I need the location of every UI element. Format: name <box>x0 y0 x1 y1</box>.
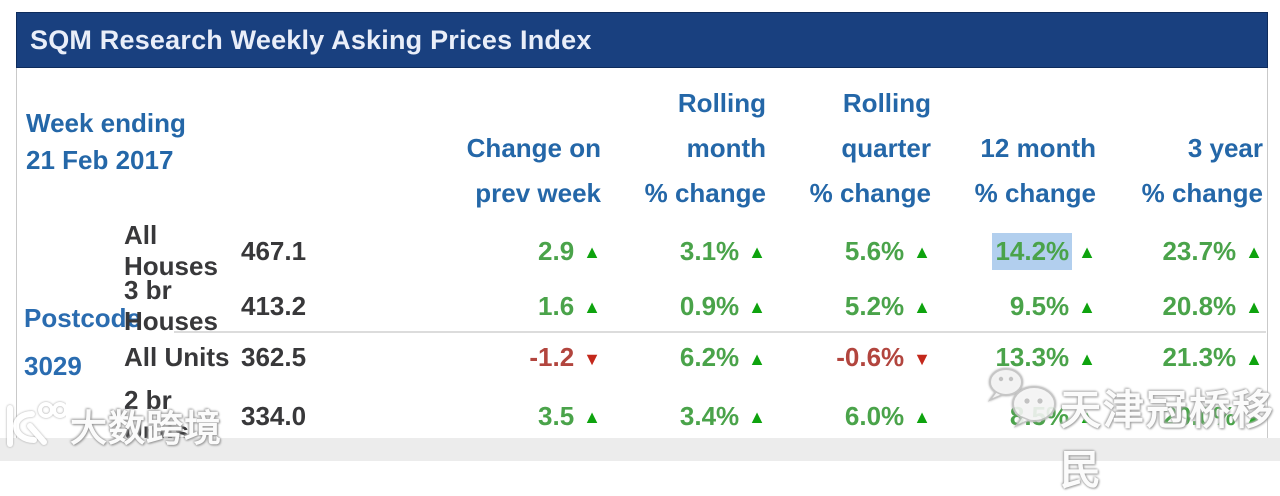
rolling-quarter-cell: 5.6% ▲ <box>766 236 931 267</box>
cell-value: 23.7% <box>1162 235 1237 266</box>
rolling-month-cell: 0.9% ▲ <box>601 291 766 322</box>
rolling-month-cell: 3.4% ▲ <box>601 401 766 432</box>
week-ending-heading: Week ending 21 Feb 2017 <box>26 105 186 179</box>
twelve-month-cell: 14.2% ▲ <box>931 235 1096 267</box>
table-left-border <box>16 68 17 439</box>
trend-arrow-icon: ▲ <box>583 297 601 317</box>
title-bar: SQM Research Weekly Asking Prices Index <box>16 12 1268 68</box>
watermark-text: 大数跨境 <box>70 408 222 449</box>
row-label: 3 br Houses <box>124 275 218 336</box>
table-row: All Houses 467.1 2.9 ▲ 3.1% ▲ 5.6% ▲ 14.2% ▲… <box>17 220 1268 281</box>
cell-value: 5.2% <box>844 290 905 321</box>
trend-arrow-icon: ▲ <box>748 297 766 317</box>
table-row: All Units 362.5 -1.2 ▼ 6.2% ▲ -0.6% ▼ 13.3%… <box>17 330 1268 385</box>
trend-arrow-icon: ▼ <box>583 348 601 369</box>
watermark-left: 大数跨境 <box>2 398 222 452</box>
cell-value: 6.2% <box>679 342 740 372</box>
trend-arrow-icon: ▲ <box>1078 297 1096 317</box>
highlighted-cell-value: 14.2% <box>995 235 1070 267</box>
cell-value: 2.9 <box>538 235 575 266</box>
prev-week-cell: 1.6 ▲ <box>331 291 601 322</box>
three-year-cell: 23.7% ▲ <box>1096 236 1263 267</box>
cell-value: 3.4% <box>679 400 740 431</box>
trend-arrow-icon: ▲ <box>1078 242 1096 262</box>
trend-arrow-icon: ▲ <box>1245 297 1263 317</box>
report-table: SQM Research Weekly Asking Prices Index … <box>16 12 1268 446</box>
cell-value: 1.6 <box>538 290 575 321</box>
rolling-quarter-cell: -0.6% ▼ <box>766 342 931 373</box>
dashu-kuajing-logo-icon <box>2 400 66 450</box>
cell-value: 5.6% <box>844 235 905 266</box>
three-year-cell: 20.0% ▲ <box>1096 401 1263 432</box>
week-ending-label: Week ending <box>26 108 186 138</box>
trend-arrow-icon: ▲ <box>583 407 601 427</box>
table-header-row: Change on prev week Rolling month % chan… <box>17 68 1268 220</box>
index-value: 467.1 <box>241 235 307 266</box>
column-header-12-month: 12 month % change <box>974 133 1096 208</box>
trend-arrow-icon: ▲ <box>1078 348 1096 369</box>
twelve-month-cell: 9.5% ▲ <box>931 291 1096 322</box>
cell-value: 13.3% <box>995 342 1070 372</box>
cell-value: 3.5 <box>538 400 575 431</box>
page-title: SQM Research Weekly Asking Prices Index <box>30 24 592 55</box>
three-year-cell: 20.8% ▲ <box>1096 291 1263 322</box>
trend-arrow-icon: ▲ <box>583 242 601 262</box>
houses-units-divider <box>174 331 1266 333</box>
column-header-3-year: 3 year % change <box>1141 133 1263 208</box>
table-right-border <box>1267 68 1268 439</box>
trend-arrow-icon: ▲ <box>1245 348 1263 369</box>
trend-arrow-icon: ▲ <box>1245 407 1263 427</box>
prev-week-cell: 3.5 ▲ <box>331 401 601 432</box>
rolling-quarter-cell: 6.0% ▲ <box>766 401 931 432</box>
trend-arrow-icon: ▲ <box>748 348 766 369</box>
trend-arrow-icon: ▼ <box>913 348 931 369</box>
page-bottom-strip <box>0 438 1280 461</box>
column-header-rolling-quarter: Rolling quarter % change <box>809 88 931 208</box>
prev-week-cell: 2.9 ▲ <box>331 236 601 267</box>
trend-arrow-icon: ▲ <box>913 407 931 427</box>
trend-arrow-icon: ▲ <box>1078 407 1096 427</box>
index-value: 362.5 <box>241 342 307 372</box>
cell-value: -1.2 <box>529 342 575 372</box>
cell-value: 3.1% <box>679 235 740 266</box>
cell-value: 0.9% <box>679 290 740 321</box>
table-body: All Houses 467.1 2.9 ▲ 3.1% ▲ 5.6% ▲ 14.2% ▲… <box>17 220 1268 446</box>
three-year-cell: 21.3% ▲ <box>1096 342 1263 373</box>
trend-arrow-icon: ▲ <box>748 242 766 262</box>
prev-week-cell: -1.2 ▼ <box>331 342 601 373</box>
twelve-month-cell: 13.3% ▲ <box>931 342 1096 373</box>
trend-arrow-icon: ▲ <box>1245 242 1263 262</box>
cell-value: 9.5% <box>1009 290 1070 321</box>
wechat-icon <box>982 364 1068 434</box>
index-value: 334.0 <box>241 400 307 431</box>
trend-arrow-icon: ▲ <box>913 242 931 262</box>
row-label: All Units <box>124 342 230 372</box>
index-value: 413.2 <box>241 290 307 321</box>
cell-value: 20.8% <box>1162 290 1237 321</box>
postcode-heading: Postcode 3029 <box>24 294 141 390</box>
rolling-quarter-cell: 5.2% ▲ <box>766 291 931 322</box>
watermark-text: 天津冠桥移民 <box>1060 387 1275 493</box>
column-header-rolling-month: Rolling month % change <box>644 88 766 208</box>
rolling-month-cell: 6.2% ▲ <box>601 342 766 373</box>
cell-value: 6.0% <box>844 400 905 431</box>
cell-value: 21.3% <box>1162 342 1237 372</box>
trend-arrow-icon: ▲ <box>913 297 931 317</box>
postcode-value: 3029 <box>24 351 82 381</box>
trend-arrow-icon: ▲ <box>748 407 766 427</box>
cell-value: -0.6% <box>836 342 905 372</box>
week-ending-date: 21 Feb 2017 <box>26 145 174 175</box>
row-label: All Houses <box>124 220 218 281</box>
watermark-right: 天津冠桥移民 <box>982 364 1280 496</box>
cell-value: 20.0% <box>1162 400 1237 431</box>
table-row: 3 br Houses 413.2 1.6 ▲ 0.9% ▲ 5.2% ▲ 9.5% ▲… <box>17 275 1268 336</box>
column-header-change-prev-week: Change on prev week <box>466 133 601 208</box>
rolling-month-cell: 3.1% ▲ <box>601 236 766 267</box>
postcode-label: Postcode <box>24 303 142 333</box>
